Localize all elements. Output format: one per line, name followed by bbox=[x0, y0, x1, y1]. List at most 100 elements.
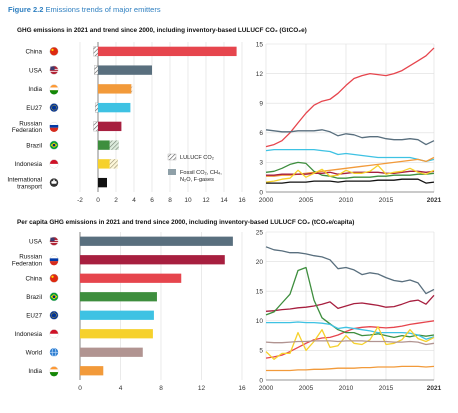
flag-star bbox=[51, 48, 54, 51]
flag-globe bbox=[52, 295, 56, 299]
series-line-usa bbox=[265, 129, 435, 146]
y-tick-label: 3 bbox=[259, 160, 263, 167]
category-label-line: China bbox=[26, 276, 43, 283]
flag-stripe bbox=[49, 333, 59, 338]
x-tick-label: -2 bbox=[77, 197, 83, 204]
bar-eu27 bbox=[80, 310, 154, 320]
x-tick-label: 6 bbox=[150, 197, 154, 204]
legend: LULUCF CO₂ Fossil CO₂, CH₄, N₂O, F-gases bbox=[167, 153, 222, 183]
flag-stripe bbox=[49, 124, 59, 128]
bar-lulucf-hatch-india bbox=[131, 84, 133, 94]
flag-eu27-icon bbox=[49, 310, 59, 320]
flag-stripe bbox=[49, 163, 59, 169]
category-label-line: EU27 bbox=[26, 105, 42, 112]
category-label-line: Federation bbox=[12, 127, 43, 134]
x-tick-label: 8 bbox=[168, 197, 172, 204]
bar-fossil-china bbox=[98, 46, 237, 57]
category-label-line: International bbox=[7, 177, 42, 184]
series-line-china bbox=[265, 320, 435, 359]
bar-lulucf-china bbox=[93, 46, 99, 57]
flag-stars bbox=[51, 104, 57, 111]
legend-label-fossil: Fossil CO₂, CH₄, N₂O, F-gases bbox=[180, 170, 222, 183]
bar-fossil-usa bbox=[98, 65, 152, 75]
flag-stripe bbox=[53, 240, 59, 241]
y-tick-label: 5 bbox=[259, 348, 263, 355]
legend-swatch-fossil bbox=[168, 169, 176, 175]
category-label: Brazil bbox=[26, 142, 42, 149]
series-line-brazil bbox=[265, 266, 435, 339]
category-label: World bbox=[26, 350, 43, 357]
flag-indonesia-icon bbox=[49, 159, 59, 169]
category-label: China bbox=[26, 276, 43, 283]
bar-indonesia bbox=[80, 329, 153, 339]
legend-label-line: N₂O, F-gases bbox=[180, 177, 214, 183]
x-tick-label: 4 bbox=[132, 197, 136, 204]
flag-stripe bbox=[49, 242, 59, 243]
legend-swatch-lulucf bbox=[167, 153, 177, 161]
x-tick-label: 2 bbox=[114, 197, 118, 204]
y-tick-label: 15 bbox=[256, 41, 264, 48]
series-line-indonesia bbox=[265, 326, 435, 360]
category-label: EU27 bbox=[26, 313, 42, 320]
flag-stripe bbox=[49, 258, 59, 262]
category-label-line: China bbox=[26, 49, 43, 56]
flag-stripe bbox=[49, 261, 59, 266]
x-tick-label: 16 bbox=[238, 385, 246, 392]
flag-base bbox=[49, 273, 59, 283]
figure-title: Emissions trends of major emitters bbox=[45, 5, 161, 14]
bar-fossil-indonesia bbox=[98, 159, 110, 169]
category-label-line: USA bbox=[29, 239, 43, 246]
top-line-chart: 0 3 6 9 12 15 2000 2005 2010 2015 2021 bbox=[256, 41, 442, 204]
category-label-line: USA bbox=[29, 67, 43, 74]
x-tick-label: 2000 bbox=[259, 385, 274, 392]
x-tick-label: 2010 bbox=[339, 197, 354, 204]
y-tick-label: 0 bbox=[259, 189, 263, 196]
y-tick-label: 10 bbox=[256, 318, 264, 325]
x-tick-label: 0 bbox=[96, 197, 100, 204]
series-line-china bbox=[265, 47, 435, 148]
x-tick-label: 14 bbox=[220, 197, 228, 204]
flag-india-icon bbox=[49, 84, 59, 95]
series-line-india bbox=[266, 365, 435, 372]
bottom-panel-title: Per capita GHG emissions in 2021 and tre… bbox=[17, 219, 355, 226]
series-line-eu27 bbox=[266, 321, 435, 340]
x-tick-label: 2015 bbox=[379, 197, 394, 204]
series-line-indonesia bbox=[265, 164, 435, 183]
bottom-line-chart: 0 5 10 15 20 25 2000 2005 2010 2015 2021 bbox=[256, 229, 442, 392]
bar-fossil-russian-federation bbox=[98, 121, 122, 132]
category-label-line: Indonesia bbox=[15, 161, 43, 168]
bar-lulucf-russian-federation bbox=[93, 121, 99, 132]
category-label: Indonesia bbox=[15, 331, 43, 338]
flag-usa-icon bbox=[49, 65, 59, 75]
bar-brazil bbox=[80, 292, 157, 302]
flag-canton bbox=[50, 66, 55, 71]
category-label-line: Brazil bbox=[26, 142, 42, 149]
flag-base bbox=[49, 310, 59, 320]
bar-china bbox=[80, 273, 182, 283]
x-tick-label: 2005 bbox=[299, 197, 314, 204]
bar-lulucf-hatch-brazil bbox=[109, 140, 119, 150]
category-label: USA bbox=[29, 67, 43, 74]
x-tick-label: 2010 bbox=[339, 385, 354, 392]
y-tick-label: 12 bbox=[256, 71, 264, 78]
y-tick-label: 20 bbox=[256, 259, 264, 266]
flag-russian-federation-icon bbox=[49, 121, 59, 132]
flag-usa-icon bbox=[49, 236, 59, 246]
flag-globe bbox=[52, 143, 56, 147]
category-label: Brazil bbox=[26, 294, 42, 301]
flag-stripe bbox=[49, 90, 59, 95]
category-label-line: Brazil bbox=[26, 294, 42, 301]
flag-canton bbox=[50, 237, 55, 242]
flag-brazil-icon bbox=[49, 292, 59, 302]
flag-stripe bbox=[49, 70, 59, 72]
flag-star bbox=[51, 275, 54, 278]
category-label: China bbox=[26, 49, 43, 56]
bar-india bbox=[80, 366, 104, 376]
x-tick-label: 8 bbox=[159, 385, 163, 392]
flag-stripe bbox=[49, 372, 59, 377]
ship-hull bbox=[51, 181, 57, 184]
flag-brazil-icon bbox=[49, 140, 59, 150]
bar-lulucf-hatch-indonesia bbox=[109, 159, 118, 169]
flag-stars bbox=[51, 312, 57, 319]
